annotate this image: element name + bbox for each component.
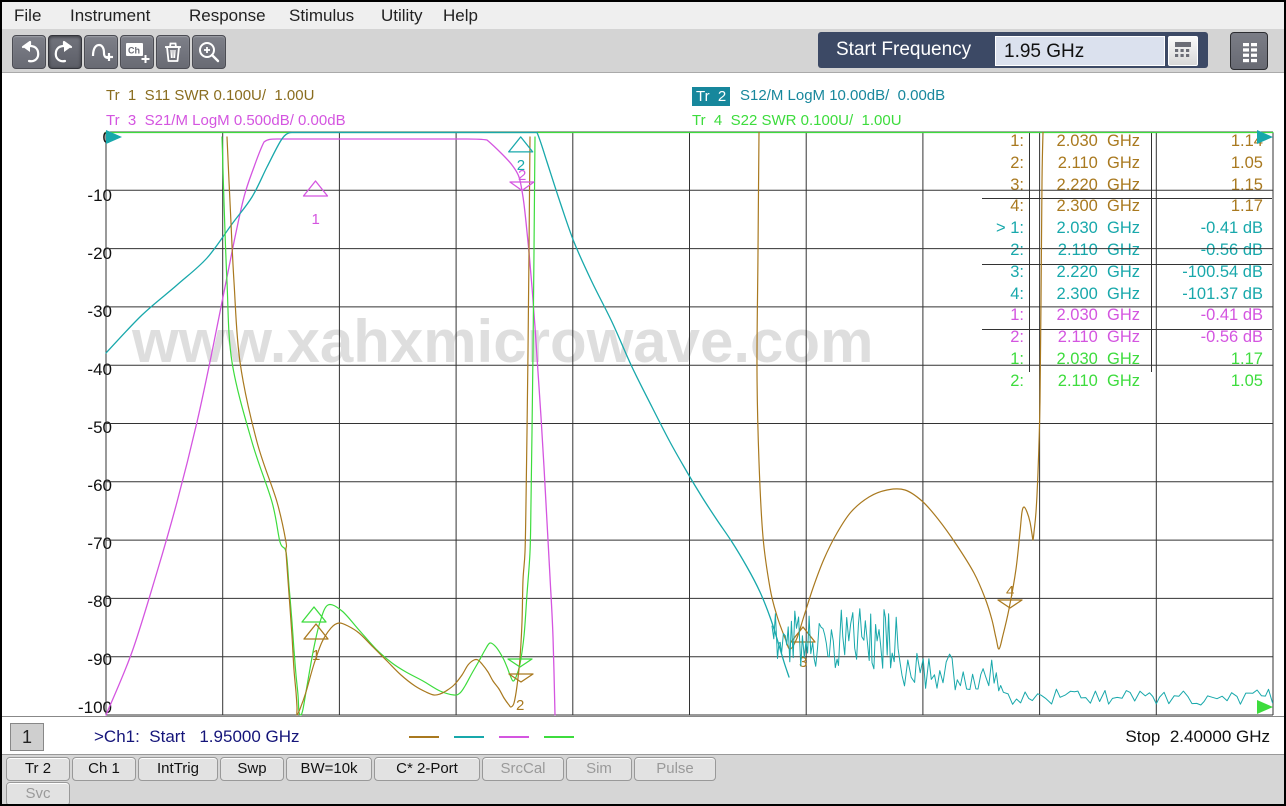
svg-text:1: 1 xyxy=(312,211,320,228)
svg-text:2: 2 xyxy=(516,697,524,714)
svg-text:2: 2 xyxy=(518,167,526,184)
svg-text:1: 1 xyxy=(312,647,320,664)
svg-text:4: 4 xyxy=(1006,583,1014,600)
